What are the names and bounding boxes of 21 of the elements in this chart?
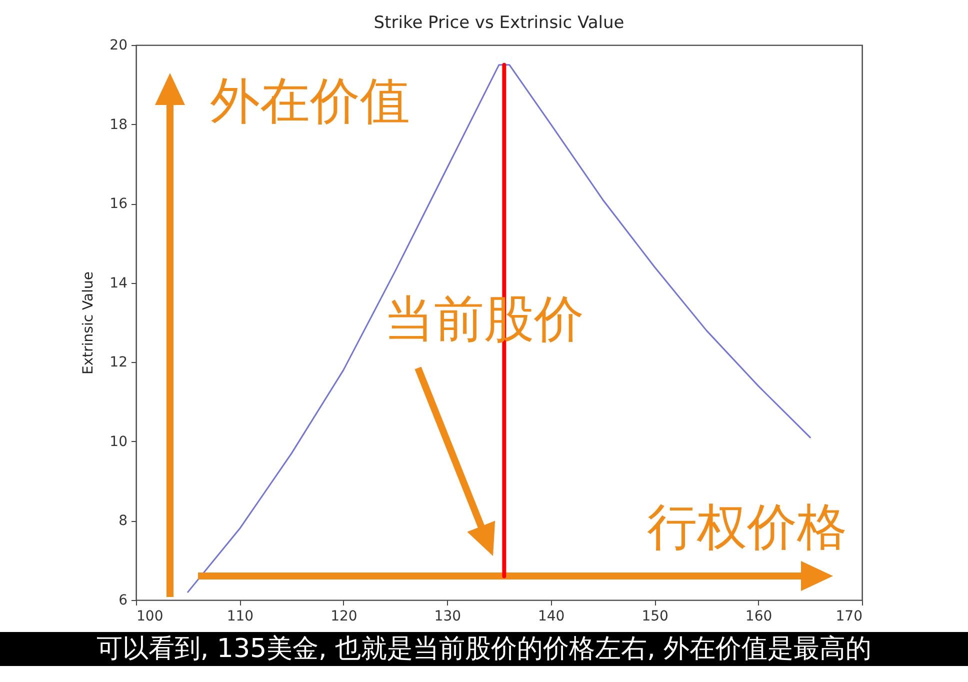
y-tick-label: 20 bbox=[110, 38, 128, 54]
x-tick-label: 120 bbox=[330, 608, 358, 624]
y-tick-label: 8 bbox=[118, 513, 128, 530]
x-tick-label: 130 bbox=[434, 608, 462, 624]
y-axis-title: Extrinsic Value bbox=[80, 272, 97, 374]
annotation: 行权价格 bbox=[647, 498, 847, 556]
x-tick-label: 140 bbox=[538, 608, 565, 624]
x-tick-label: 170 bbox=[836, 608, 862, 624]
y-tick-label: 12 bbox=[110, 354, 128, 371]
x-tick-label: 100 bbox=[136, 608, 164, 624]
y-tick-label: 18 bbox=[110, 116, 128, 133]
annotation: 外在价值 bbox=[210, 72, 410, 130]
y-tick-label: 6 bbox=[118, 592, 128, 608]
y-tick-label: 10 bbox=[110, 434, 128, 450]
y-tick-label: 14 bbox=[110, 275, 128, 292]
x-tick-label: 160 bbox=[745, 608, 772, 624]
y-tick-label: 16 bbox=[110, 196, 128, 212]
x-tick-label: 110 bbox=[226, 608, 254, 624]
text: 可以看到, 135美金, 也就是当前股价的价格左右, 外在价值是最高的 bbox=[96, 634, 872, 664]
chart-title: Strike Price vs Extrinsic Value bbox=[374, 13, 624, 33]
x-tick-label: 150 bbox=[642, 608, 668, 624]
